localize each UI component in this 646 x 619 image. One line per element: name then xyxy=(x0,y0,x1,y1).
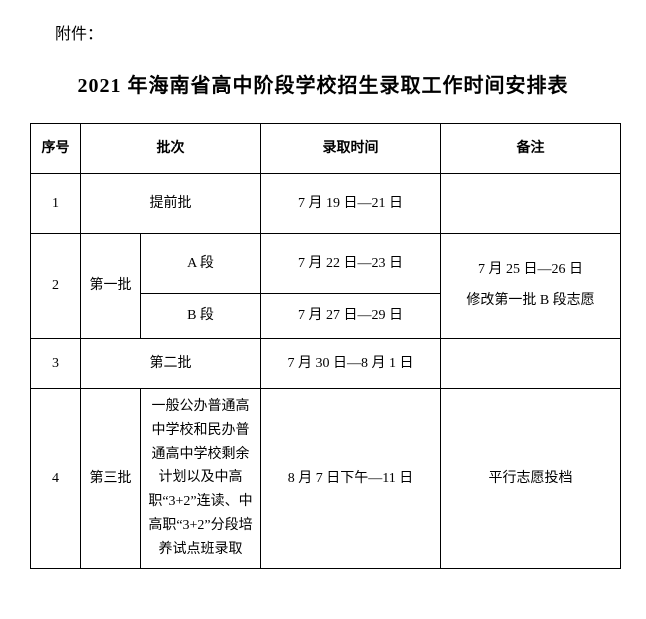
cell-time: 8 月 7 日下午—11 日 xyxy=(261,389,441,569)
cell-batch-sub: A 段 xyxy=(141,234,261,294)
cell-batch-main: 第一批 xyxy=(81,234,141,339)
cell-time: 7 月 19 日—21 日 xyxy=(261,174,441,234)
table-row: 2 第一批 A 段 7 月 22 日—23 日 7 月 25 日—26 日修改第… xyxy=(31,234,621,294)
table-row: 1 提前批 7 月 19 日—21 日 xyxy=(31,174,621,234)
attachment-label: 附件： xyxy=(55,20,616,44)
cell-seq: 2 xyxy=(31,234,81,339)
cell-batch: 第二批 xyxy=(81,339,261,389)
page-title: 2021 年海南省高中阶段学校招生录取工作时间安排表 xyxy=(30,69,616,98)
cell-seq: 4 xyxy=(31,389,81,569)
table-row: 3 第二批 7 月 30 日—8 月 1 日 xyxy=(31,339,621,389)
cell-note: 平行志愿投档 xyxy=(441,389,621,569)
header-seq: 序号 xyxy=(31,124,81,174)
cell-seq: 3 xyxy=(31,339,81,389)
cell-time: 7 月 30 日—8 月 1 日 xyxy=(261,339,441,389)
cell-note xyxy=(441,174,621,234)
cell-batch-main: 第三批 xyxy=(81,389,141,569)
cell-note: 7 月 25 日—26 日修改第一批 B 段志愿 xyxy=(441,234,621,339)
cell-time: 7 月 27 日—29 日 xyxy=(261,294,441,339)
header-note: 备注 xyxy=(441,124,621,174)
schedule-table: 序号 批次 录取时间 备注 1 提前批 7 月 19 日—21 日 2 第一批 … xyxy=(30,123,621,569)
table-header-row: 序号 批次 录取时间 备注 xyxy=(31,124,621,174)
table-row: 4 第三批 一般公办普通高中学校和民办普通高中学校剩余计划以及中高职“3+2”连… xyxy=(31,389,621,569)
cell-batch-desc: 一般公办普通高中学校和民办普通高中学校剩余计划以及中高职“3+2”连读、中高职“… xyxy=(141,389,261,569)
cell-seq: 1 xyxy=(31,174,81,234)
cell-time: 7 月 22 日—23 日 xyxy=(261,234,441,294)
cell-batch-sub: B 段 xyxy=(141,294,261,339)
cell-batch: 提前批 xyxy=(81,174,261,234)
header-time: 录取时间 xyxy=(261,124,441,174)
cell-note xyxy=(441,339,621,389)
header-batch: 批次 xyxy=(81,124,261,174)
